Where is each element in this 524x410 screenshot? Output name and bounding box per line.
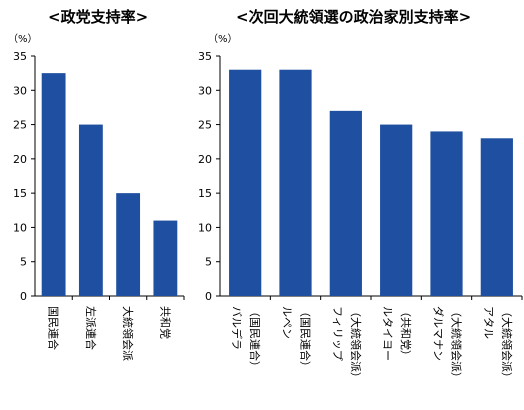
y-tick-label: 0	[20, 290, 27, 303]
bar	[329, 110, 362, 296]
category-label: ルタイヨー	[381, 306, 394, 361]
chart-title: <次回大統領選の政治家別支持率>	[236, 8, 472, 26]
y-tick-label: 30	[198, 84, 212, 97]
y-axis-unit: （%）	[8, 34, 38, 45]
y-tick-label: 15	[198, 187, 212, 200]
bar	[78, 124, 103, 296]
y-tick-label: 10	[198, 221, 212, 234]
category-label: フィリップ	[331, 306, 344, 361]
bar	[279, 69, 312, 296]
y-tick-label: 20	[198, 153, 212, 166]
category-label: 大統領会派	[121, 306, 135, 361]
party-support-plot: 0 5 10 15 20 25 30 35 国民連合 左派連合 大統領会派 共和党	[13, 50, 185, 361]
candidate-support-plot: 0 5 10 15 20 25 30 35 バルデラ （国民連合） ルペン （国民連合） フィリップ （大…	[198, 50, 523, 383]
category-label: 共和党	[158, 306, 171, 339]
category-label: （大統領会派）	[349, 306, 363, 383]
category-label: バルデラ	[230, 306, 244, 350]
bar	[480, 138, 513, 296]
category-label: （国民連合）	[299, 306, 313, 372]
y-tick-label: 5	[20, 256, 27, 269]
bar	[380, 124, 413, 296]
party-support-chart: <政党支持率> （%） 0 5 10 15 20 25 30 35 国民連合 左派連合 大統領会派 共…	[0, 0, 200, 410]
category-label: ダルマナン	[432, 306, 446, 361]
y-tick-label: 35	[13, 50, 27, 63]
y-tick-label: 20	[13, 153, 27, 166]
category-label: （大統領会派）	[500, 306, 514, 383]
chart-title: <政党支持率>	[48, 8, 149, 26]
bar	[41, 73, 66, 297]
bar	[430, 131, 463, 296]
bar	[116, 193, 141, 296]
bar	[153, 220, 178, 296]
y-tick-label: 25	[198, 119, 212, 132]
category-label: アタル	[482, 306, 495, 339]
category-label: （共和党）	[399, 306, 412, 361]
category-label: （国民連合）	[248, 306, 262, 372]
category-label: ルペン	[281, 306, 294, 339]
y-axis-unit: （%）	[208, 34, 238, 45]
category-label: 左派連合	[84, 306, 98, 350]
bar	[229, 69, 262, 296]
category-label: 国民連合	[47, 306, 61, 350]
y-tick-label: 5	[205, 256, 212, 269]
y-tick-label: 0	[205, 290, 212, 303]
category-label: （大統領会派）	[450, 306, 464, 383]
y-tick-label: 25	[13, 119, 27, 132]
y-tick-label: 10	[13, 221, 27, 234]
y-tick-label: 35	[198, 50, 212, 63]
y-tick-label: 15	[13, 187, 27, 200]
candidate-support-chart: <次回大統領選の政治家別支持率> （%） 0 5 10 15 20 25 30 35 バルデラ （…	[198, 0, 524, 410]
y-tick-label: 30	[13, 84, 27, 97]
